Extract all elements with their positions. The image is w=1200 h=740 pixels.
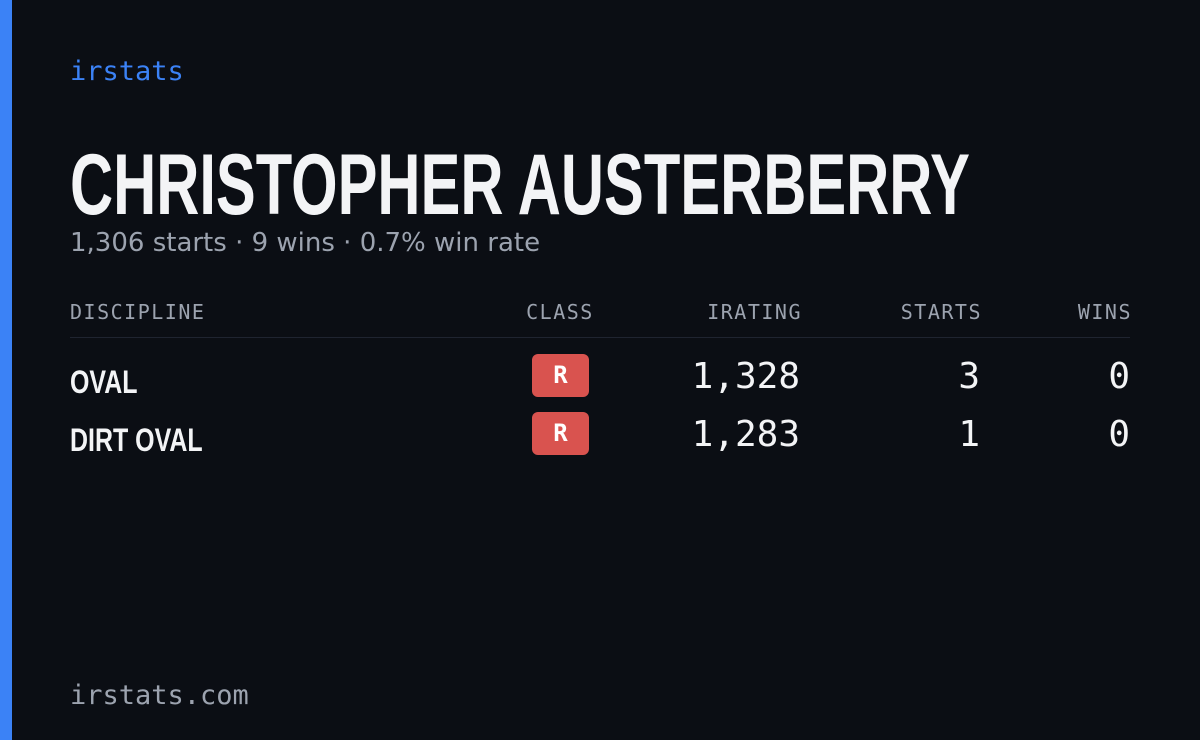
header-rule <box>70 337 1130 338</box>
summary: 1,306 starts · 9 wins · 0.7% win rate <box>70 228 541 258</box>
accent-bar <box>0 0 12 740</box>
header-cell: DISCIPLINE <box>70 300 206 324</box>
class-badge: R <box>532 412 589 455</box>
class-badge: R <box>532 354 589 397</box>
footer: irstats.com <box>70 680 249 711</box>
discipline: DIRT OVAL <box>70 422 203 458</box>
brand: irstats <box>70 56 184 87</box>
name-block: CHRISTOPHER AUSTERBERRY <box>70 137 970 230</box>
wins: 0 <box>1108 414 1130 455</box>
header-cell: CLASS <box>526 300 594 324</box>
header-cell: IRATING <box>707 300 802 324</box>
wins: 0 <box>1108 356 1130 397</box>
starts: 1 <box>958 414 980 455</box>
header-cell: WINS <box>1077 300 1132 324</box>
irating: 1,328 <box>691 356 800 397</box>
driver-name: CHRISTOPHER AUSTERBERRY <box>70 137 970 230</box>
irating: 1,283 <box>691 414 800 455</box>
starts: 3 <box>958 356 980 397</box>
discipline: OVAL <box>70 364 138 400</box>
header-cell: STARTS <box>900 300 982 324</box>
